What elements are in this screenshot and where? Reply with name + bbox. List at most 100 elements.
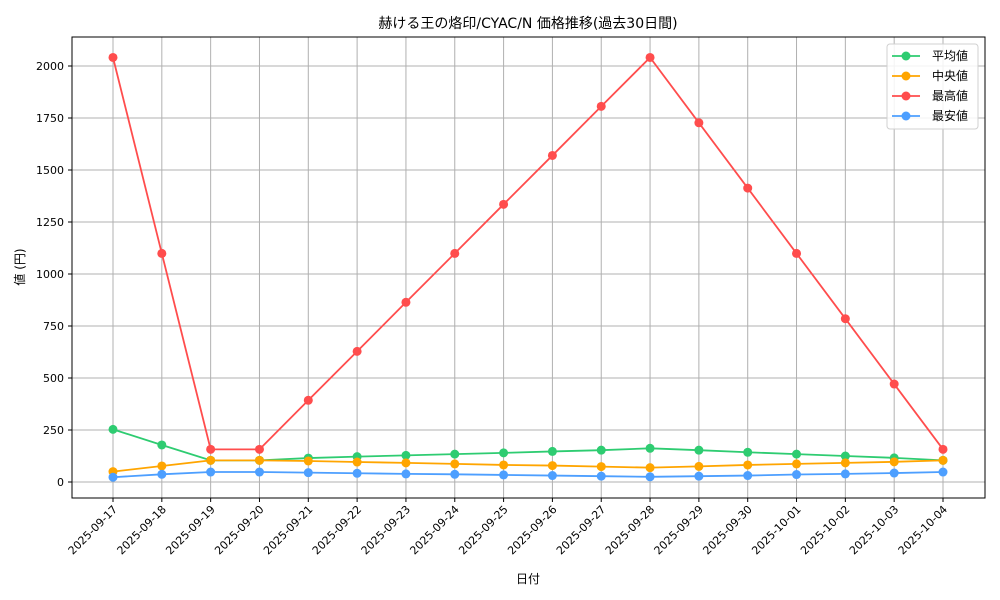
legend-marker-icon xyxy=(901,91,911,101)
data-point xyxy=(840,451,850,461)
data-point xyxy=(547,461,557,471)
series-line xyxy=(108,52,948,454)
data-point xyxy=(743,447,753,457)
data-point xyxy=(352,346,362,356)
y-axis-label: 値 (円) xyxy=(12,248,27,285)
data-point xyxy=(694,118,704,128)
data-point xyxy=(108,52,118,62)
x-tick-label: 2025-09-30 xyxy=(700,503,754,557)
legend-entry: 平均値 xyxy=(932,48,968,63)
data-point xyxy=(254,444,264,454)
y-tick-label: 750 xyxy=(43,320,64,333)
data-point xyxy=(938,467,948,477)
x-tick-label: 2025-09-26 xyxy=(505,503,559,557)
legend-entry: 中央値 xyxy=(932,68,968,83)
data-point xyxy=(303,468,313,478)
x-tick-label: 2025-09-22 xyxy=(310,503,364,557)
data-point xyxy=(206,444,216,454)
data-point xyxy=(792,248,802,258)
data-series xyxy=(108,52,948,482)
x-tick-label: 2025-09-28 xyxy=(603,503,657,557)
x-tick-label: 2025-10-04 xyxy=(896,503,950,557)
data-point xyxy=(889,468,899,478)
x-tick-label: 2025-10-03 xyxy=(847,503,901,557)
y-tick-label: 500 xyxy=(43,372,64,385)
y-tick-label: 1000 xyxy=(36,268,64,281)
data-point xyxy=(938,444,948,454)
y-tick-label: 1750 xyxy=(36,112,64,125)
data-point xyxy=(157,461,167,471)
x-axis-label: 日付 xyxy=(516,572,540,586)
data-point xyxy=(401,297,411,307)
legend-entry: 最安値 xyxy=(932,108,968,123)
legend-box xyxy=(886,43,979,130)
data-point xyxy=(450,459,460,469)
x-tick-label: 2025-09-18 xyxy=(115,503,169,557)
data-point xyxy=(450,248,460,258)
data-point xyxy=(499,460,509,470)
data-point xyxy=(645,52,655,62)
y-tick-label: 1500 xyxy=(36,164,64,177)
x-tick-label: 2025-09-20 xyxy=(212,503,266,557)
y-tick-label: 250 xyxy=(43,424,64,437)
data-point xyxy=(889,379,899,389)
y-tick-label: 0 xyxy=(57,476,64,489)
legend-entry: 最高値 xyxy=(932,88,968,103)
y-tick-label: 2000 xyxy=(36,60,64,73)
data-point xyxy=(743,460,753,470)
y-tick-label: 1250 xyxy=(36,216,64,229)
data-point xyxy=(450,449,460,459)
data-point xyxy=(792,449,802,459)
series-line xyxy=(108,467,948,482)
series-line xyxy=(108,455,948,477)
data-point xyxy=(938,455,948,465)
data-point xyxy=(450,469,460,479)
x-tick-label: 2025-09-25 xyxy=(456,503,510,557)
grid-lines xyxy=(72,37,985,498)
y-axis-ticks: 0 250 500 750 1000 1250 1500 1750 2000 xyxy=(36,60,72,489)
x-tick-label: 2025-09-17 xyxy=(66,503,120,557)
data-point xyxy=(157,440,167,450)
data-point xyxy=(352,457,362,467)
data-point xyxy=(547,150,557,160)
data-point xyxy=(792,459,802,469)
data-point xyxy=(596,101,606,111)
data-point xyxy=(206,467,216,477)
data-point xyxy=(499,199,509,209)
data-point xyxy=(694,461,704,471)
data-point xyxy=(401,450,411,460)
data-point xyxy=(596,445,606,455)
data-point xyxy=(694,471,704,481)
data-point xyxy=(645,472,655,482)
data-point xyxy=(596,462,606,472)
data-point xyxy=(596,471,606,481)
data-point xyxy=(547,446,557,456)
data-point xyxy=(694,445,704,455)
data-point xyxy=(499,448,509,458)
data-point xyxy=(743,471,753,481)
plot-frame xyxy=(71,36,986,499)
data-point xyxy=(108,472,118,482)
data-point xyxy=(547,471,557,481)
chart-title: 赫ける王の烙印/CYAC/N 価格推移(過去30日間) xyxy=(378,16,677,32)
data-point xyxy=(840,458,850,468)
x-tick-label: 2025-10-01 xyxy=(749,503,803,557)
data-point xyxy=(254,455,264,465)
legend-marker-icon xyxy=(901,111,911,121)
data-point xyxy=(401,469,411,479)
data-point xyxy=(743,183,753,193)
data-point xyxy=(840,314,850,324)
x-axis-ticks: 2025-09-172025-09-182025-09-192025-09-20… xyxy=(66,498,950,557)
data-point xyxy=(254,467,264,477)
data-point xyxy=(792,470,802,480)
x-tick-label: 2025-09-19 xyxy=(163,503,217,557)
data-point xyxy=(889,457,899,467)
x-tick-label: 2025-09-21 xyxy=(261,503,315,557)
data-point xyxy=(645,463,655,473)
data-point xyxy=(499,470,509,480)
x-tick-label: 2025-09-27 xyxy=(554,503,608,557)
data-point xyxy=(352,468,362,478)
x-tick-label: 2025-09-29 xyxy=(652,503,706,557)
